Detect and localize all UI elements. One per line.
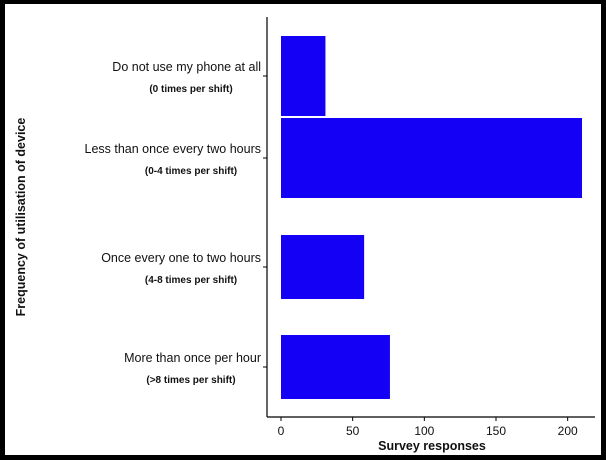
bar-3: [281, 235, 365, 299]
bars-group: [281, 36, 582, 399]
y-axis-title: Frequency of utilisation of device: [14, 118, 28, 317]
category-sublabel-4: (>8 times per shift): [146, 375, 235, 386]
x-tick-label-5: 200: [558, 424, 578, 438]
category-sublabel-1: (0 times per shift): [149, 84, 232, 95]
chart-frame: Do not use my phone at all (0 times per s…: [5, 4, 601, 455]
category-label-3: Once every one to two hours: [101, 251, 261, 265]
x-axis-title: Survey responses: [378, 439, 486, 453]
bar-4: [281, 335, 390, 399]
x-tick-label-1: 0: [278, 424, 285, 438]
category-sublabel-2: (0-4 times per shift): [145, 166, 237, 177]
category-labels-group: Do not use my phone at all (0 times per s…: [85, 60, 267, 386]
category-label-4: More than once per hour: [124, 351, 261, 365]
x-tick-label-4: 150: [486, 424, 506, 438]
category-sublabel-3: (4-8 times per shift): [145, 275, 237, 286]
category-label-1: Do not use my phone at all: [112, 60, 261, 74]
bar-1: [281, 36, 326, 116]
x-ticks-group: 0 50 100 150 200: [278, 417, 578, 438]
bar-chart: Do not use my phone at all (0 times per s…: [14, 17, 595, 453]
x-tick-label-3: 100: [414, 424, 434, 438]
x-tick-label-2: 50: [346, 424, 360, 438]
category-label-2: Less than once every two hours: [85, 142, 262, 156]
bar-2: [281, 118, 582, 198]
